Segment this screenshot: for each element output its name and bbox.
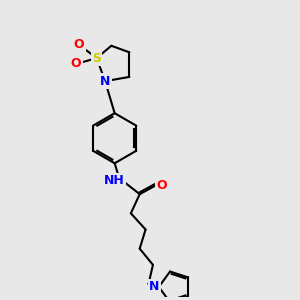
- Text: O: O: [74, 38, 84, 51]
- Text: N: N: [100, 75, 110, 88]
- Text: N: N: [149, 280, 160, 293]
- Text: O: O: [157, 179, 167, 192]
- Text: NH: NH: [104, 174, 125, 188]
- Text: S: S: [92, 52, 101, 64]
- Text: O: O: [71, 58, 81, 70]
